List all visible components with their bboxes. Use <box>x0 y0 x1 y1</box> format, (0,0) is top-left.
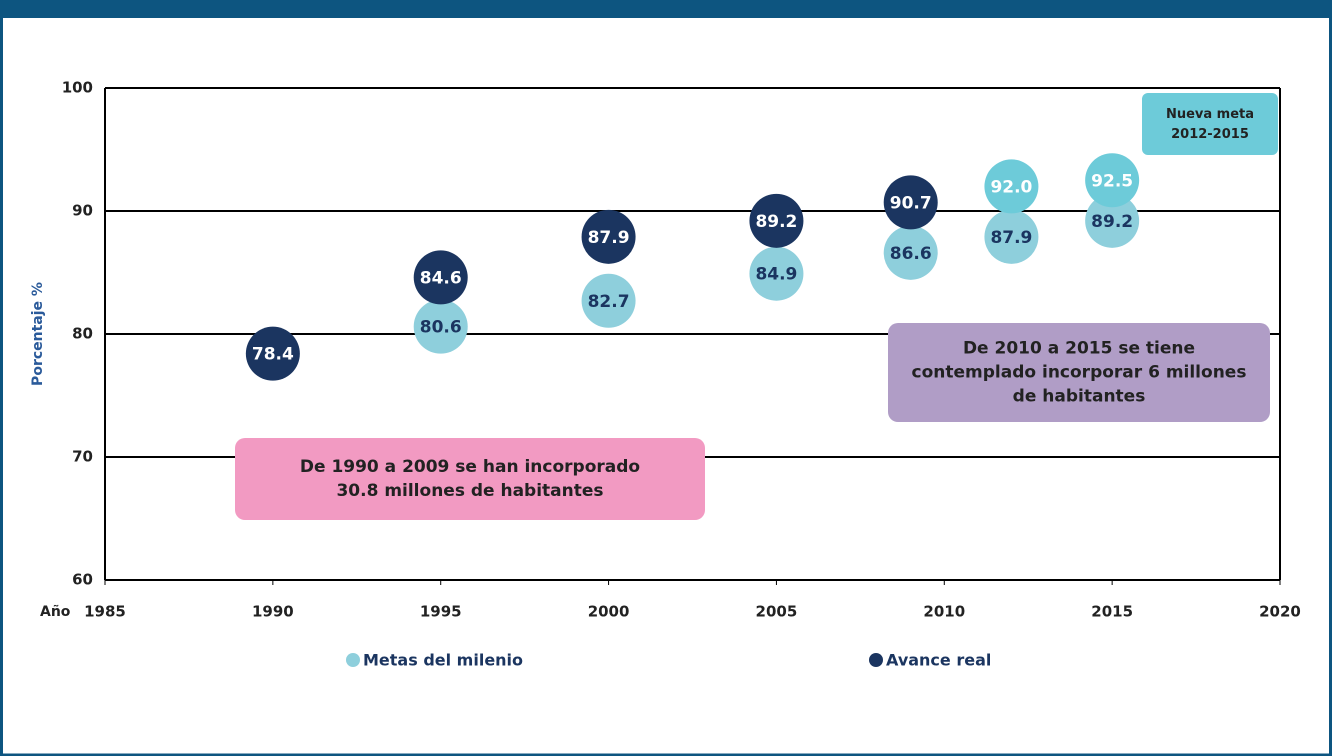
x-tick-label: 2010 <box>923 603 965 621</box>
x-tick-label: 1995 <box>420 603 462 621</box>
legend-label: Avance real <box>886 651 991 670</box>
point <box>1085 193 1140 248</box>
y-tick-label: 60 <box>72 571 93 589</box>
x-axis-label: Año <box>40 604 71 620</box>
point <box>883 175 938 230</box>
point <box>984 159 1039 214</box>
legend-marker <box>346 653 360 667</box>
y-axis-label: Porcentaje % <box>30 282 46 386</box>
legend-marker <box>869 653 883 667</box>
annotation-text: contemplado incorporar 6 millones <box>912 363 1247 383</box>
series-label-box <box>1142 93 1278 155</box>
annotation-text: de habitantes <box>1013 387 1146 407</box>
x-tick-label: 2020 <box>1259 603 1301 621</box>
point <box>749 193 804 248</box>
point <box>413 250 468 305</box>
data-label: 92.5 <box>1091 171 1133 191</box>
annotation-box <box>888 323 1270 422</box>
data-label: 89.2 <box>1091 212 1133 232</box>
series-label: Nueva meta 2012-2015 <box>1166 107 1254 142</box>
data-label: 90.7 <box>890 193 932 213</box>
annotation-text: De 2010 a 2015 se tiene <box>963 339 1195 359</box>
data-label: 80.6 <box>420 318 462 338</box>
y-tick-label: 100 <box>62 79 93 97</box>
x-tick-label: 1990 <box>252 603 294 621</box>
annotation-text: 30.8 millones de habitantes <box>336 481 603 501</box>
point <box>1085 153 1140 208</box>
point <box>749 246 804 301</box>
point <box>413 299 468 354</box>
point <box>581 273 636 328</box>
point <box>883 225 938 280</box>
x-tick-label: 2005 <box>756 603 798 621</box>
data-label: 82.7 <box>588 292 630 312</box>
data-label: 84.9 <box>755 265 797 285</box>
point <box>245 326 300 381</box>
y-tick-label: 80 <box>72 325 93 343</box>
data-label: 78.4 <box>252 345 294 365</box>
annotation-text: De 1990 a 2009 se han incorporado <box>300 457 640 477</box>
point <box>581 209 636 264</box>
annotation-box <box>235 438 705 520</box>
y-tick-label: 90 <box>72 202 93 220</box>
data-label: 92.0 <box>990 177 1032 197</box>
legend-label: Metas del milenio <box>363 651 523 670</box>
header-bar <box>0 0 1332 18</box>
y-tick-label: 70 <box>72 448 93 466</box>
data-label: 87.9 <box>588 228 630 248</box>
x-tick-label: 2015 <box>1091 603 1133 621</box>
x-tick-label: 1985 <box>84 603 126 621</box>
data-label: 86.6 <box>890 244 932 264</box>
data-label: 84.6 <box>420 268 462 288</box>
point <box>984 209 1039 264</box>
x-tick-label: 2000 <box>588 603 630 621</box>
data-label: 87.9 <box>990 228 1032 248</box>
data-label: 89.2 <box>755 212 797 232</box>
